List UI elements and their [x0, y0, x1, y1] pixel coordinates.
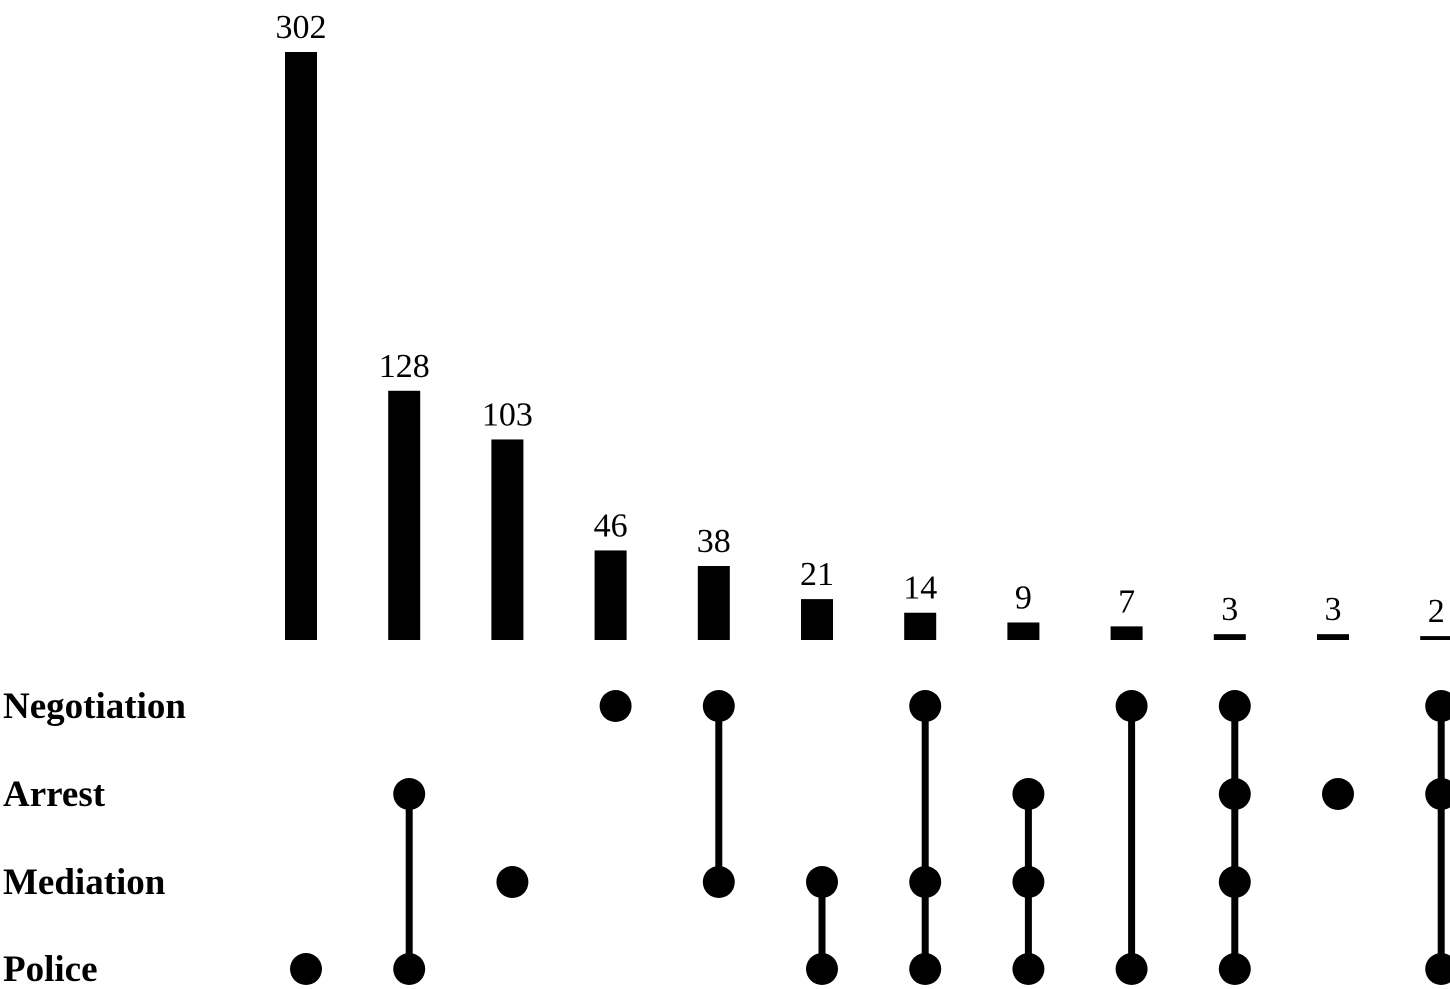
bar — [1213, 634, 1246, 640]
membership-dot — [909, 866, 942, 898]
value-label: 46 — [594, 507, 628, 544]
membership-dot — [1218, 866, 1251, 898]
bar — [285, 52, 317, 640]
value-label: 21 — [800, 556, 834, 593]
membership-dot — [1012, 866, 1045, 898]
set-label: Police — [3, 949, 98, 989]
value-label: 7 — [1118, 583, 1135, 620]
membership-dot — [1012, 778, 1045, 810]
membership-dot — [290, 953, 322, 985]
value-label: 14 — [903, 570, 937, 607]
membership-dot — [1115, 953, 1148, 985]
membership-dot — [1322, 778, 1354, 810]
membership-dot — [1425, 953, 1450, 985]
value-label: 302 — [276, 9, 327, 46]
set-label: Negotiation — [3, 686, 186, 727]
membership-dot — [1012, 953, 1045, 985]
bar — [1317, 634, 1349, 640]
membership-dot — [1218, 778, 1251, 810]
bar — [594, 550, 627, 640]
membership-dot — [496, 866, 529, 898]
membership-dot — [1218, 690, 1251, 722]
value-label: 3 — [1221, 591, 1238, 628]
value-label: 38 — [697, 523, 731, 560]
bar — [1420, 636, 1450, 640]
membership-dot — [806, 866, 838, 898]
membership-dot — [1218, 953, 1251, 985]
membership-dot — [393, 953, 426, 985]
membership-dot — [599, 690, 632, 722]
membership-dot — [393, 778, 426, 810]
membership-dot — [909, 953, 942, 985]
value-label: 128 — [379, 348, 430, 385]
value-label: 103 — [482, 396, 533, 433]
membership-dot — [1425, 778, 1450, 810]
bar — [1110, 626, 1143, 640]
bar — [697, 566, 730, 640]
membership-dot — [909, 690, 942, 722]
membership-dot — [806, 953, 838, 985]
set-label: Arrest — [3, 774, 106, 815]
bar — [388, 390, 421, 640]
bar — [801, 599, 833, 640]
value-label: 2 — [1428, 593, 1445, 630]
value-label: 3 — [1325, 591, 1342, 628]
value-label: 9 — [1015, 579, 1032, 616]
set-label: Mediation — [3, 862, 166, 903]
membership-dot — [702, 866, 735, 898]
membership-dot — [1115, 690, 1148, 722]
membership-dot — [1425, 690, 1450, 722]
bar — [904, 612, 937, 640]
bar — [1007, 622, 1040, 640]
membership-dot — [702, 690, 735, 722]
bar — [491, 439, 524, 640]
